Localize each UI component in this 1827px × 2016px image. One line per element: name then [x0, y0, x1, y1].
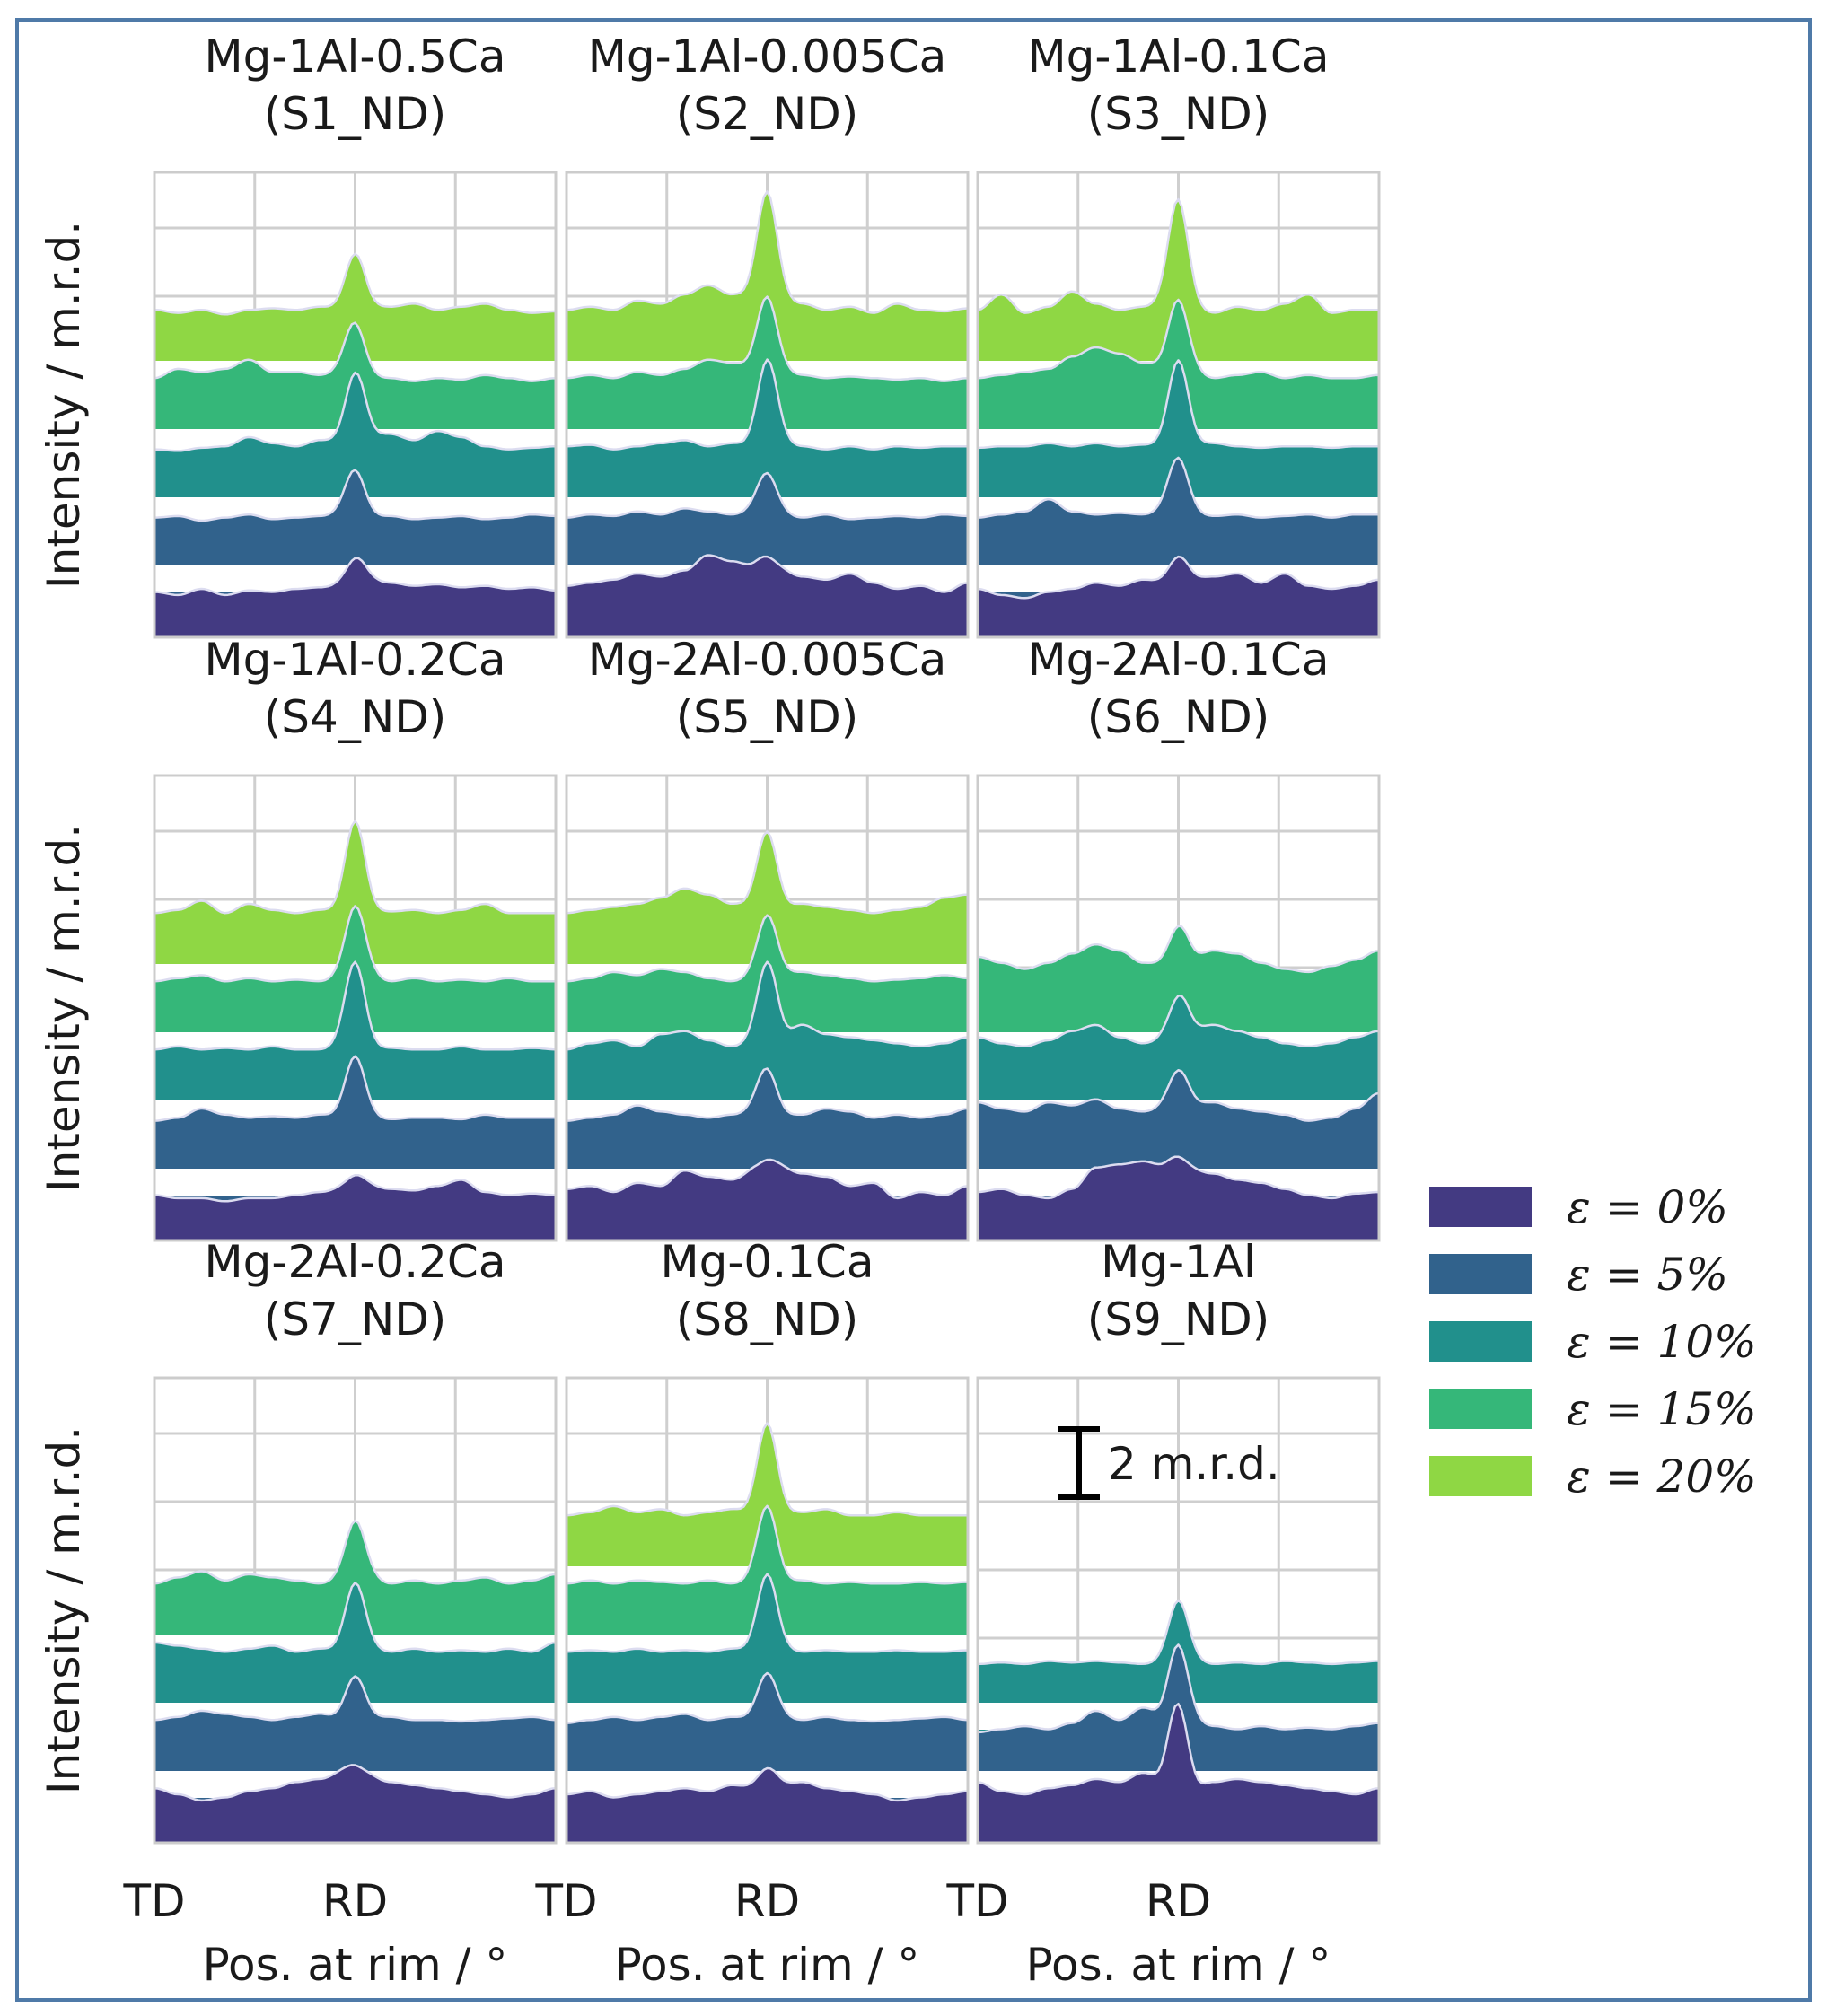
legend-label: ε = 20%: [1567, 1451, 1757, 1503]
panel-subtitle: (S2_ND): [676, 88, 858, 140]
panel-border: [976, 774, 1381, 1242]
band-strain-0: [567, 554, 968, 637]
band-strain-0: [978, 1702, 1379, 1843]
panel-border: [976, 1376, 1381, 1845]
panel-subtitle: (S6_ND): [1087, 691, 1269, 743]
figure-frame: [15, 18, 1812, 2002]
legend-label: ε = 5%: [1567, 1249, 1728, 1301]
panel-9: [976, 1376, 1381, 1845]
panel-6: [976, 774, 1381, 1242]
panel-subtitle: (S8_ND): [676, 1293, 858, 1345]
legend-item: ε = 5%: [1429, 1249, 1728, 1301]
panel-bands: [154, 820, 556, 1240]
panel-title: Mg-1Al-0.5Ca: [205, 31, 506, 83]
panel-bands: [567, 190, 968, 637]
x-tick-td: TD: [945, 1875, 1008, 1927]
panel-bands: [154, 252, 556, 637]
legend-item: ε = 0%: [1429, 1181, 1728, 1233]
panel-border: [153, 774, 558, 1242]
band-strain-0: [978, 555, 1379, 637]
panel-title: Mg-2Al-0.1Ca: [1028, 634, 1330, 686]
legend-swatch: [1429, 1456, 1532, 1496]
panel-3: [976, 171, 1381, 639]
legend-item: ε = 20%: [1429, 1451, 1757, 1503]
y-axis-label: Intensity / m.r.d.: [38, 824, 90, 1192]
y-axis-label: Intensity / m.r.d.: [38, 221, 90, 589]
panel-title: Mg-2Al-0.2Ca: [205, 1236, 506, 1288]
labels-layer: Mg-1Al-0.5Ca(S1_ND) Intensity / m.r.d. Mg-…: [38, 31, 1331, 1991]
legend-swatch: [1429, 1389, 1532, 1429]
scale-bar-label: 2 m.r.d.: [1108, 1438, 1280, 1490]
x-tick-rd: RD: [1146, 1875, 1211, 1927]
x-axis-label: Pos. at rim / °: [203, 1939, 508, 1991]
panel-7: [153, 1376, 558, 1845]
panel-border: [565, 171, 970, 639]
band-strain-0: [567, 1158, 968, 1240]
panel-4: [153, 774, 558, 1242]
band-strain-0: [154, 1764, 556, 1843]
panel-title: Mg-1Al-0.1Ca: [1028, 31, 1330, 83]
band-strain-0: [154, 1173, 556, 1240]
legend-swatch: [1429, 1321, 1532, 1362]
x-axis-label: Pos. at rim / °: [615, 1939, 920, 1991]
panel-8: [565, 1376, 970, 1845]
x-tick-td: TD: [122, 1875, 185, 1927]
legend-swatch: [1429, 1187, 1532, 1227]
x-tick-td: TD: [534, 1875, 597, 1927]
legend-item: ε = 10%: [1429, 1316, 1757, 1368]
panel-bands: [154, 1519, 556, 1843]
panels-layer: [153, 171, 1381, 1845]
legend-label: ε = 15%: [1567, 1383, 1757, 1435]
x-axis-label: Pos. at rim / °: [1026, 1939, 1331, 1991]
panel-subtitle: (S1_ND): [264, 88, 446, 140]
panel-subtitle: (S9_ND): [1087, 1293, 1269, 1345]
panel-subtitle: (S7_ND): [264, 1293, 446, 1345]
legend-item: ε = 15%: [1429, 1383, 1757, 1435]
panel-title: Mg-1Al-0.2Ca: [205, 634, 506, 686]
panel-border: [153, 1376, 558, 1845]
panel-subtitle: (S3_ND): [1087, 88, 1269, 140]
panel-5: [565, 774, 970, 1242]
panel-subtitle: (S4_ND): [264, 691, 446, 743]
panel-border: [976, 171, 1381, 639]
x-tick-rd: RD: [322, 1875, 388, 1927]
panel-title: Mg-1Al-0.005Ca: [588, 31, 947, 83]
panel-border: [565, 1376, 970, 1845]
scale-bar: 2 m.r.d.: [1058, 1426, 1280, 1500]
legend-label: ε = 0%: [1567, 1181, 1728, 1233]
y-axis-label: Intensity / m.r.d.: [38, 1426, 90, 1794]
panel-subtitle: (S5_ND): [676, 691, 858, 743]
panel-bands: [978, 197, 1379, 637]
panel-border: [565, 774, 970, 1242]
legend-label: ε = 10%: [1567, 1316, 1757, 1368]
panel-title: Mg-0.1Ca: [661, 1236, 874, 1288]
panel-2: [565, 171, 970, 639]
panel-bands: [567, 830, 968, 1240]
legend: ε = 0% ε = 5% ε = 10% ε = 15% ε = 20%: [1429, 1181, 1757, 1503]
x-tick-rd: RD: [734, 1875, 800, 1927]
panel-bands: [567, 1422, 968, 1843]
band-strain-0: [567, 1766, 968, 1843]
panel-title: Mg-2Al-0.005Ca: [588, 634, 947, 686]
panel-bands: [978, 1599, 1379, 1843]
panel-title: Mg-1Al: [1101, 1236, 1256, 1288]
band-strain-0: [978, 1155, 1379, 1240]
legend-swatch: [1429, 1254, 1532, 1294]
panel-bands: [978, 925, 1379, 1240]
band-strain-0: [154, 557, 556, 637]
panel-1: [153, 171, 558, 639]
panel-border: [153, 171, 558, 639]
